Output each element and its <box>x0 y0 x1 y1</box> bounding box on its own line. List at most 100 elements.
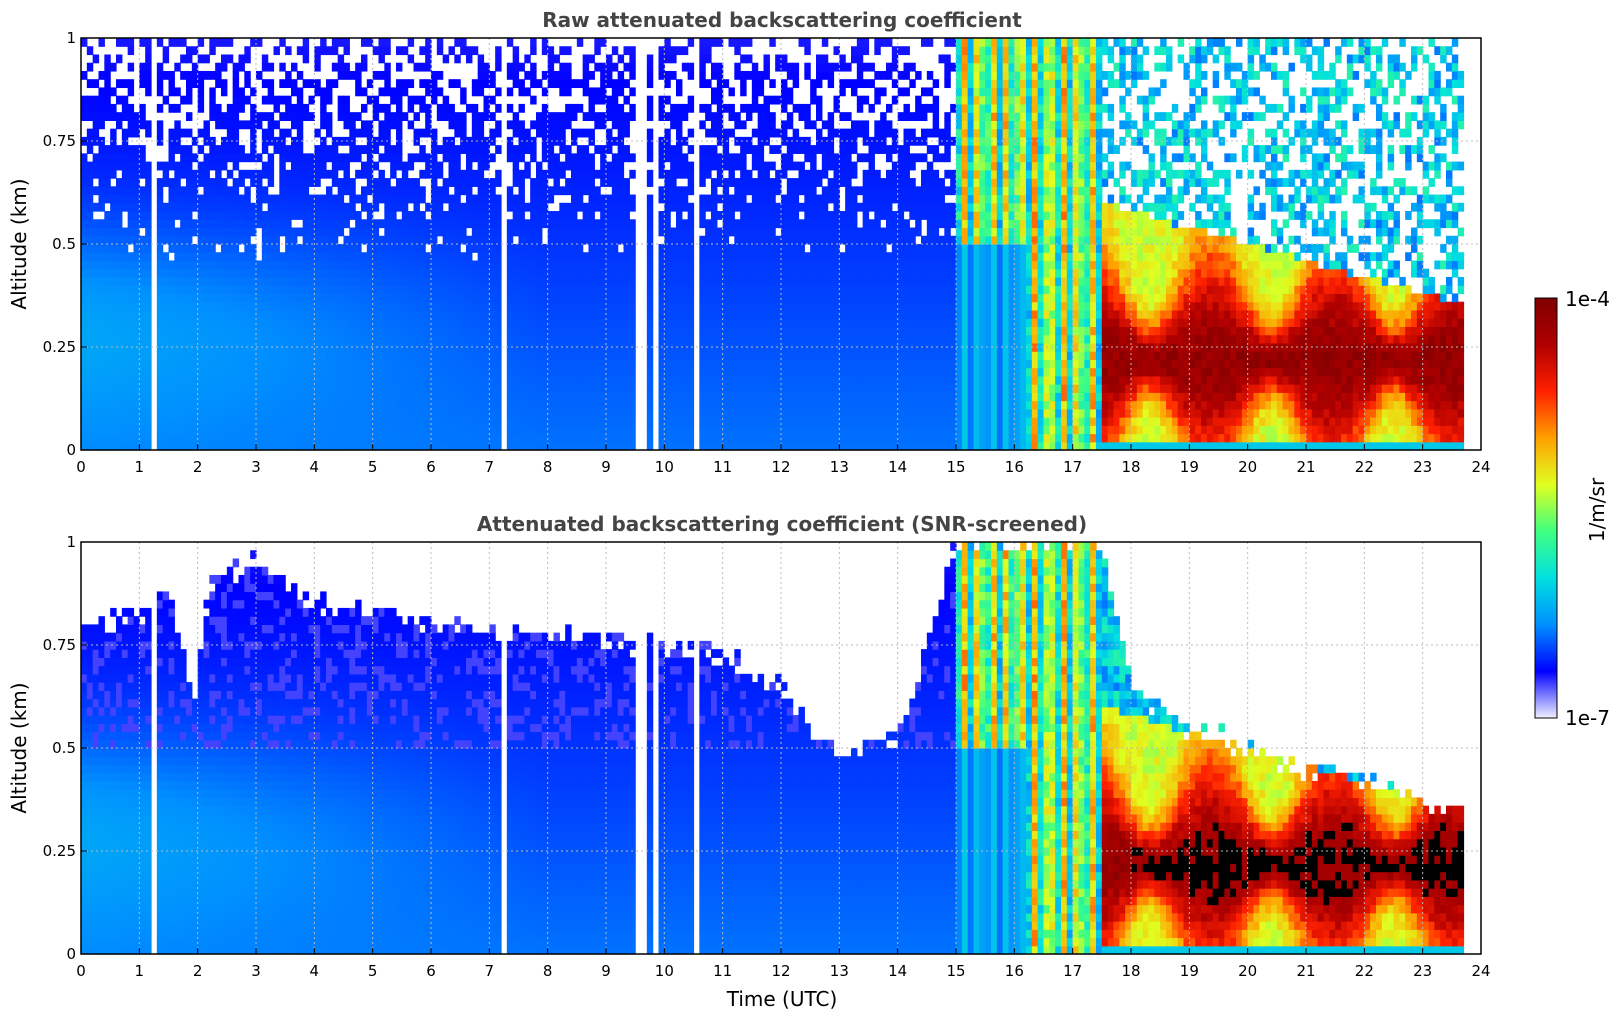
heatmap-cell <box>227 38 233 47</box>
heatmap-cell <box>139 326 145 335</box>
heatmap-cell <box>279 376 285 385</box>
heatmap-cell <box>478 392 484 401</box>
heatmap-cell <box>332 409 338 418</box>
heatmap-cell <box>769 129 775 138</box>
heatmap-cell <box>174 335 180 344</box>
heatmap-cell <box>787 269 793 278</box>
heatmap-cell <box>548 269 554 278</box>
heatmap-cell <box>320 211 326 220</box>
heatmap-cell <box>169 260 175 269</box>
heatmap-cell <box>209 195 215 204</box>
heatmap-cell <box>221 219 227 228</box>
heatmap-cell <box>559 170 565 179</box>
heatmap-cell <box>524 392 530 401</box>
heatmap-cell <box>793 211 799 220</box>
heatmap-cell <box>571 79 577 88</box>
heatmap-cell <box>396 120 402 129</box>
heatmap-cell <box>740 162 746 171</box>
heatmap-cell <box>519 351 525 360</box>
heatmap-cell <box>478 302 484 311</box>
heatmap-cell <box>227 129 233 138</box>
heatmap-cell <box>676 277 682 286</box>
heatmap-cell <box>758 310 764 319</box>
heatmap-cell <box>437 401 443 410</box>
heatmap-cell <box>577 252 583 261</box>
heatmap-cell <box>519 63 525 72</box>
heatmap-cell <box>402 368 408 377</box>
heatmap-cell <box>93 162 99 171</box>
heatmap-cell <box>256 153 262 162</box>
heatmap-cell <box>349 244 355 253</box>
heatmap-cell <box>472 178 478 187</box>
heatmap-cell <box>624 376 630 385</box>
heatmap-cell <box>81 170 87 179</box>
heatmap-cell <box>390 318 396 327</box>
heatmap-cell <box>437 351 443 360</box>
heatmap-cell <box>594 401 600 410</box>
heatmap-cell <box>466 310 472 319</box>
heatmap-cell <box>524 54 530 63</box>
heatmap-cell <box>396 434 402 443</box>
heatmap-cell <box>122 228 128 237</box>
heatmap-cell <box>186 359 192 368</box>
heatmap-cell <box>431 195 437 204</box>
heatmap-cell <box>781 203 787 212</box>
heatmap-cell <box>139 112 145 121</box>
heatmap-cell <box>664 96 670 105</box>
heatmap-cell <box>169 326 175 335</box>
heatmap-cell <box>536 425 542 434</box>
heatmap-cell <box>769 326 775 335</box>
heatmap-cell <box>746 236 752 245</box>
heatmap-cell <box>624 211 630 220</box>
heatmap-cell <box>734 236 740 245</box>
heatmap-cell <box>740 195 746 204</box>
heatmap-cell <box>583 384 589 393</box>
heatmap-cell <box>764 203 770 212</box>
heatmap-cell <box>705 277 711 286</box>
heatmap-cell <box>104 409 110 418</box>
heatmap-cell <box>629 252 635 261</box>
heatmap-cell <box>274 260 280 269</box>
heatmap-cell <box>559 236 565 245</box>
heatmap-cell <box>530 186 536 195</box>
heatmap-cell <box>495 244 501 253</box>
heatmap-cell <box>332 351 338 360</box>
heatmap-cell <box>577 269 583 278</box>
heatmap-cell <box>303 368 309 377</box>
heatmap-cell <box>478 87 484 96</box>
heatmap-cell <box>676 112 682 121</box>
heatmap-cell <box>408 228 414 237</box>
heatmap-cell <box>758 252 764 261</box>
heatmap-cell <box>787 384 793 393</box>
heatmap-cell <box>804 252 810 261</box>
heatmap-cell <box>303 318 309 327</box>
heatmap-cell <box>209 368 215 377</box>
heatmap-cell <box>209 318 215 327</box>
heatmap-cell <box>507 195 513 204</box>
heatmap-cell <box>519 195 525 204</box>
heatmap-cell <box>291 63 297 72</box>
heatmap-cell <box>699 326 705 335</box>
heatmap-cell <box>349 145 355 154</box>
heatmap-cell <box>279 260 285 269</box>
heatmap-cell <box>571 170 577 179</box>
heatmap-cell <box>215 376 221 385</box>
heatmap-cell <box>548 162 554 171</box>
heatmap-cell <box>104 376 110 385</box>
heatmap-cell <box>519 392 525 401</box>
heatmap-cell <box>519 186 525 195</box>
heatmap-cell <box>624 401 630 410</box>
heatmap-cell <box>612 96 618 105</box>
heatmap-cell <box>297 244 303 253</box>
heatmap-cell <box>513 46 519 55</box>
heatmap-cell <box>612 384 618 393</box>
heatmap-cell <box>764 302 770 311</box>
heatmap-cell <box>589 285 595 294</box>
heatmap-cell <box>320 38 326 47</box>
heatmap-cell <box>110 335 116 344</box>
heatmap-cell <box>606 211 612 220</box>
heatmap-cell <box>787 120 793 129</box>
heatmap-cell <box>239 252 245 261</box>
heatmap-cell <box>204 170 210 179</box>
heatmap-cell <box>198 211 204 220</box>
